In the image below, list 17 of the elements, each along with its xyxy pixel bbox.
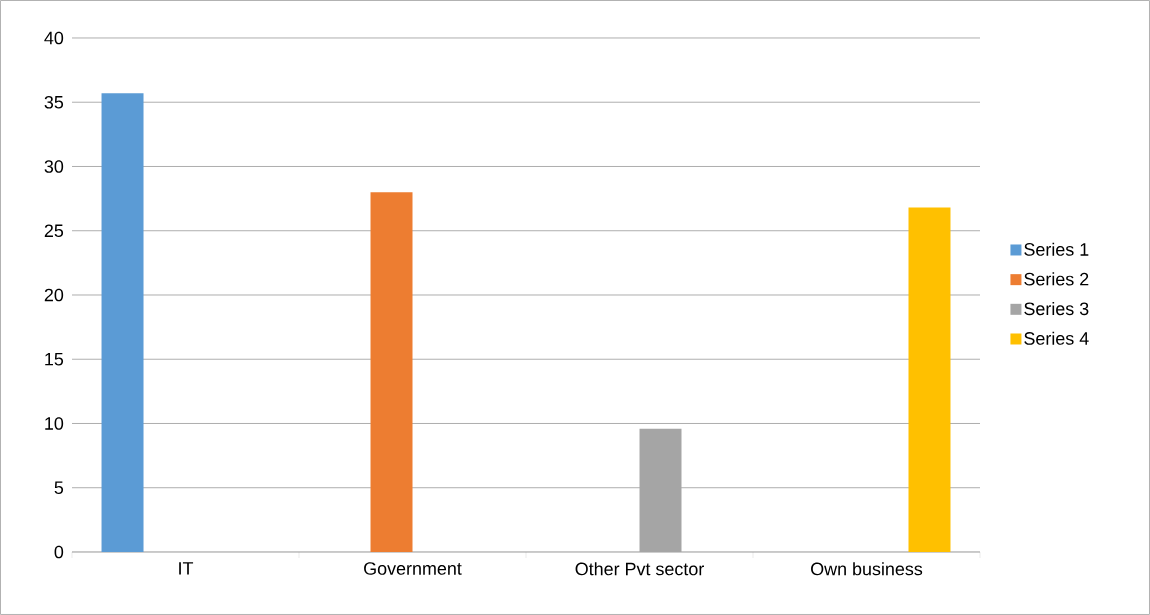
- x-tick-label: Own business: [811, 562, 923, 576]
- y-tick-label: 30: [44, 160, 64, 173]
- x-tick-label: Government: [364, 562, 462, 575]
- y-tick-label: 40: [44, 31, 64, 45]
- legend-label: Series 4: [1024, 331, 1089, 345]
- legend-label: Series 2: [1024, 272, 1089, 286]
- y-tick-label: 5: [54, 481, 64, 494]
- y-tick-label: 35: [44, 95, 64, 109]
- y-tick-label: 20: [44, 288, 64, 302]
- y-tick-label: 15: [45, 352, 64, 366]
- legend-label: Series 3: [1024, 301, 1089, 316]
- y-tick-label: 25: [44, 224, 64, 238]
- legend-label: Series 1: [1024, 242, 1089, 256]
- y-tick-label: 0: [54, 545, 64, 559]
- y-tick-label: 10: [45, 417, 64, 430]
- x-tick-label: IT: [179, 562, 194, 575]
- x-tick-label: Other Pvt sector: [575, 562, 704, 576]
